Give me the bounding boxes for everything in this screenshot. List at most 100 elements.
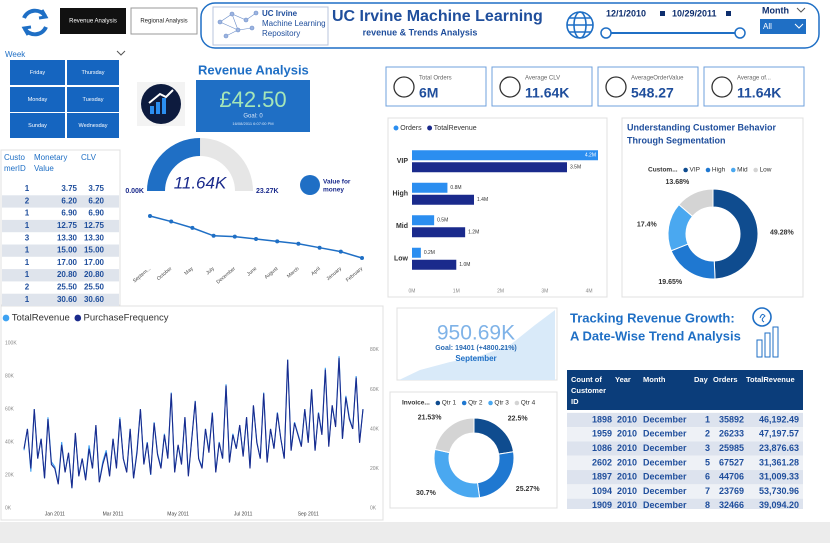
- bar: [412, 259, 457, 270]
- icon-bars: [150, 98, 166, 114]
- table-cell: 6.20: [88, 196, 104, 205]
- x-tick-label: Sep 2011: [298, 511, 319, 517]
- table-cell: 1959: [592, 429, 612, 439]
- slider-handle[interactable]: [734, 27, 746, 39]
- y2-tick-label: 60K: [370, 387, 380, 393]
- nav-button[interactable]: [60, 8, 126, 34]
- line-marker: [317, 245, 322, 250]
- kpi-icon: [393, 76, 415, 98]
- refresh-icon[interactable]: [21, 8, 49, 37]
- table-row-bg: [2, 269, 119, 282]
- table-cell: 3.75: [88, 184, 104, 193]
- x-tick-label: 2M: [497, 288, 504, 294]
- bar: [412, 247, 421, 258]
- slicer-button[interactable]: [67, 113, 119, 138]
- table-header: [567, 370, 803, 410]
- y-tick-label: Low: [394, 256, 409, 263]
- kpi-icon: [499, 76, 521, 98]
- legend-label: Qtr 1: [442, 400, 457, 407]
- slicer-button-label: Monday: [28, 97, 48, 103]
- x-tick-label: May 2011: [167, 511, 189, 517]
- table-cell: 35892: [719, 414, 744, 424]
- table-cell: December: [643, 472, 687, 482]
- legend-marker: [461, 400, 467, 406]
- month-label: Month: [762, 5, 789, 15]
- table-cell: 12.75: [57, 221, 78, 230]
- icon: [141, 84, 181, 124]
- data-label: 25.27%: [516, 486, 541, 493]
- table-cell: 6.90: [88, 209, 104, 218]
- table-cell: 2: [25, 283, 30, 292]
- slicer-button-label: Wednesday: [79, 123, 108, 129]
- table-header: Orders: [713, 375, 738, 384]
- x-tick-label: 0M: [409, 288, 416, 294]
- table-header: Year: [615, 375, 631, 384]
- table-row-bg: [567, 427, 803, 442]
- chevron: [794, 23, 804, 29]
- table-cell: 15.00: [84, 246, 105, 255]
- table-row-bg: [567, 498, 803, 509]
- slicer-button[interactable]: [67, 60, 119, 85]
- table-header: CLV: [81, 153, 97, 162]
- table-cell: 1898: [592, 414, 612, 424]
- table-cell: 1: [25, 295, 30, 304]
- y-tick-label: High: [392, 191, 408, 198]
- kpi-card: [597, 66, 699, 107]
- slicer-button[interactable]: [67, 87, 119, 112]
- table-cell: 2010: [617, 429, 637, 439]
- header-title: UC Irvine Machine Learning: [332, 8, 543, 25]
- nav-button[interactable]: [130, 7, 198, 35]
- kpi-value: 548.27: [631, 85, 674, 101]
- date-start[interactable]: 12/1/2010: [606, 8, 646, 18]
- gauge-value: 11.64K: [174, 173, 227, 192]
- bar: [412, 215, 435, 226]
- chart-panel: [0, 305, 384, 521]
- table-cell: 12.75: [84, 221, 105, 230]
- kpi-card: [385, 66, 487, 107]
- pie-slice: [678, 188, 714, 218]
- table-cell: 3: [25, 233, 30, 242]
- x-tick-label: 1M: [453, 288, 460, 294]
- table-cell: 6.90: [61, 209, 77, 218]
- legend-marker: [2, 314, 10, 322]
- line-marker: [211, 233, 216, 238]
- y2-tick-label: 80K: [370, 347, 380, 353]
- table-cell: 13.30: [57, 233, 78, 242]
- nav-button-label: Regional Analysis: [140, 19, 187, 25]
- gauge-tick-label: 0.00K: [125, 188, 144, 195]
- table-cell: December: [643, 486, 687, 496]
- section-title: Tracking Revenue Growth:: [570, 310, 735, 325]
- slicer-button[interactable]: [10, 60, 65, 85]
- pie-slice: [712, 188, 759, 280]
- date-end[interactable]: 10/29/2011: [672, 8, 717, 18]
- legend-label: Qtr 3: [494, 400, 509, 407]
- table-cell: 30.60: [84, 295, 105, 304]
- logo-icon: [300, 175, 320, 195]
- table-cell: 2010: [617, 486, 637, 496]
- table-header: Value: [34, 164, 54, 173]
- slider-handle[interactable]: [600, 27, 612, 39]
- table-cell: 13.30: [84, 233, 105, 242]
- table-cell: December: [643, 429, 687, 439]
- slicer-button[interactable]: [10, 87, 65, 112]
- table-cell: December: [643, 414, 687, 424]
- kpi-value: 11.64K: [525, 85, 569, 101]
- header-subtitle: revenue & Trends Analysis: [363, 27, 478, 37]
- legend-label: Orders: [400, 125, 422, 132]
- kpi-value: 950.69K: [437, 322, 515, 345]
- legend-marker: [705, 167, 711, 173]
- legend-marker: [74, 314, 82, 322]
- gauge-tick-label: 23.27K: [256, 188, 279, 195]
- table-cell: 6.20: [61, 196, 77, 205]
- bar: [412, 150, 598, 161]
- data-label: 13.68%: [666, 179, 691, 186]
- legend-marker: [435, 400, 441, 406]
- table-cell: 1909: [592, 500, 612, 510]
- table-header: Customer: [571, 386, 606, 395]
- nav-button-label: Revenue Analysis: [69, 19, 117, 25]
- table-cell: 67527: [719, 457, 744, 467]
- y-tick-label: 60K: [5, 406, 15, 412]
- slicer-button[interactable]: [10, 113, 65, 138]
- month-dropdown[interactable]: [760, 19, 806, 34]
- kpi-label: September: [455, 354, 496, 363]
